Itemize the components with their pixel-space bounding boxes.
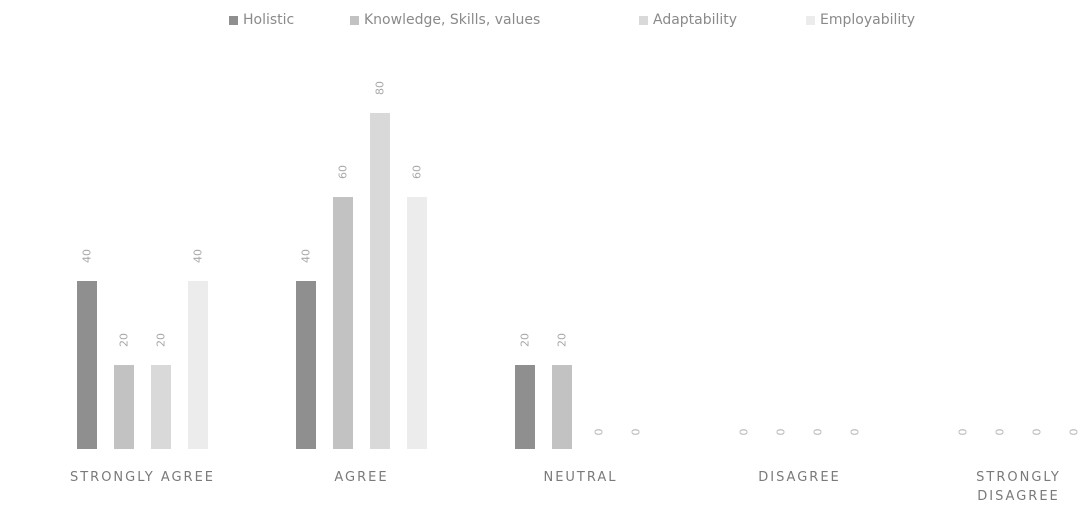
legend-swatch: [806, 15, 815, 25]
legend-item-3: Employability: [806, 12, 915, 28]
data-label: 60: [337, 165, 350, 179]
category-label: STRONGLY: [976, 470, 1061, 485]
bar-1-2: [370, 113, 390, 449]
data-label: 0: [812, 429, 825, 436]
legend-item-0: Holistic: [229, 12, 294, 28]
bar-2-0: [515, 365, 535, 449]
data-label: 40: [300, 249, 313, 263]
bar-0-3: [188, 281, 208, 449]
legend-swatch: [350, 15, 359, 25]
data-label: 0: [1031, 429, 1044, 436]
data-label: 0: [957, 429, 970, 436]
category-label: STRONGLY AGREE: [70, 470, 215, 485]
data-label: 0: [775, 429, 788, 436]
data-label: 20: [155, 333, 168, 347]
data-label: 20: [118, 333, 131, 347]
category-label: DISAGREE: [977, 489, 1060, 504]
data-label: 0: [738, 429, 751, 436]
bar-0-2: [151, 365, 171, 449]
category-label: NEUTRAL: [543, 470, 617, 485]
legend-swatch: [639, 15, 648, 25]
legend-label: Knowledge, Skills, values: [364, 12, 541, 28]
data-label: 80: [374, 81, 387, 95]
data-label: 20: [519, 333, 532, 347]
legend-item-1: Knowledge, Skills, values: [350, 12, 540, 28]
legend-label: Holistic: [243, 12, 295, 28]
legend-label: Adaptability: [653, 12, 738, 28]
category-label: DISAGREE: [758, 470, 841, 485]
data-label: 40: [192, 249, 205, 263]
bar-1-1: [333, 197, 353, 449]
data-label: 40: [81, 249, 94, 263]
legend-swatch: [229, 15, 238, 25]
bar-0-1: [114, 365, 134, 449]
data-label: 20: [556, 333, 569, 347]
bar-1-0: [296, 281, 316, 449]
chart-legend: Holistic Knowledge, Skills, values Adaptab…: [0, 12, 1083, 32]
bar-1-3: [407, 197, 427, 449]
data-label: 0: [1068, 429, 1081, 436]
bar-0-0: [77, 281, 97, 449]
category-label: AGREE: [334, 470, 388, 485]
data-label: 0: [849, 429, 862, 436]
legend-label: Employability: [820, 12, 916, 28]
data-label: 0: [994, 429, 1007, 436]
legend-item-2: Adaptability: [639, 12, 737, 28]
bar-2-1: [552, 365, 572, 449]
data-label: 0: [630, 429, 643, 436]
data-label: 60: [411, 165, 424, 179]
data-label: 0: [593, 429, 606, 436]
